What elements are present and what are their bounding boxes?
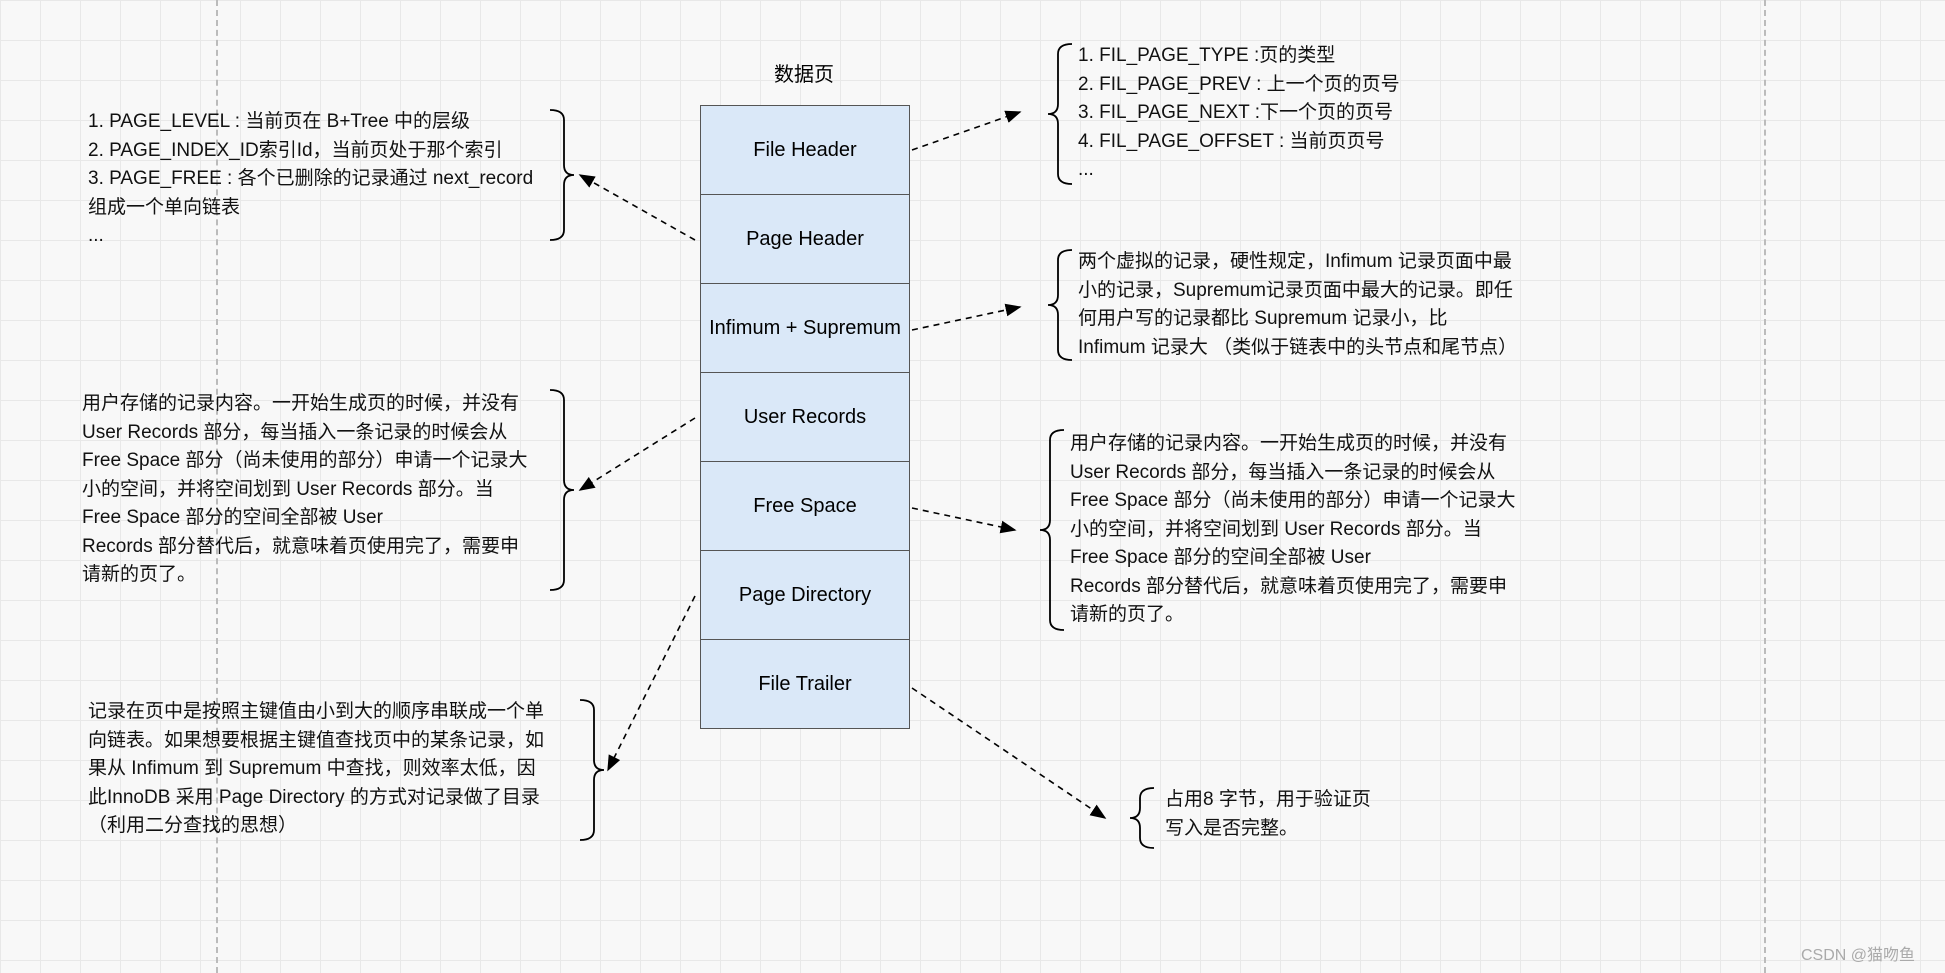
annotation-userRecordsDesc: 用户存储的记录内容。一开始生成页的时候，并没有 User Records 部分，…: [82, 390, 572, 590]
annotation-pageDirectoryDesc: 记录在页中是按照主键值由小到大的顺序串联成一个单 向链表。如果想要根据主键值查找…: [88, 698, 588, 841]
stack-cell: Free Space: [700, 461, 910, 551]
annotation-pageHeaderDesc: 1. PAGE_LEVEL : 当前页在 B+Tree 中的层级 2. PAGE…: [88, 108, 588, 251]
stack-cell: File Header: [700, 105, 910, 195]
annotation-fileTrailerDesc: 占用8 字节，用于验证页 写入是否完整。: [1165, 786, 1465, 843]
stack-cell: User Records: [700, 372, 910, 462]
watermark: CSDN @猫吻鱼: [1801, 941, 1915, 965]
stack-cell: Page Header: [700, 194, 910, 284]
page-structure-stack: File HeaderPage HeaderInfimum + Supremum…: [700, 106, 910, 729]
diagram-title: 数据页: [774, 58, 834, 87]
annotation-freeSpaceDesc: 用户存储的记录内容。一开始生成页的时候，并没有 User Records 部分，…: [1070, 430, 1590, 630]
stack-cell: Page Directory: [700, 550, 910, 640]
page-break-line: [1764, 0, 1766, 973]
annotation-fileHeaderDesc: 1. FIL_PAGE_TYPE :页的类型 2. FIL_PAGE_PREV …: [1078, 42, 1528, 185]
annotation-infsupDesc: 两个虚拟的记录，硬性规定，Infimum 记录页面中最 小的记录，Supremu…: [1078, 248, 1598, 362]
stack-cell: Infimum + Supremum: [700, 283, 910, 373]
stack-cell: File Trailer: [700, 639, 910, 729]
